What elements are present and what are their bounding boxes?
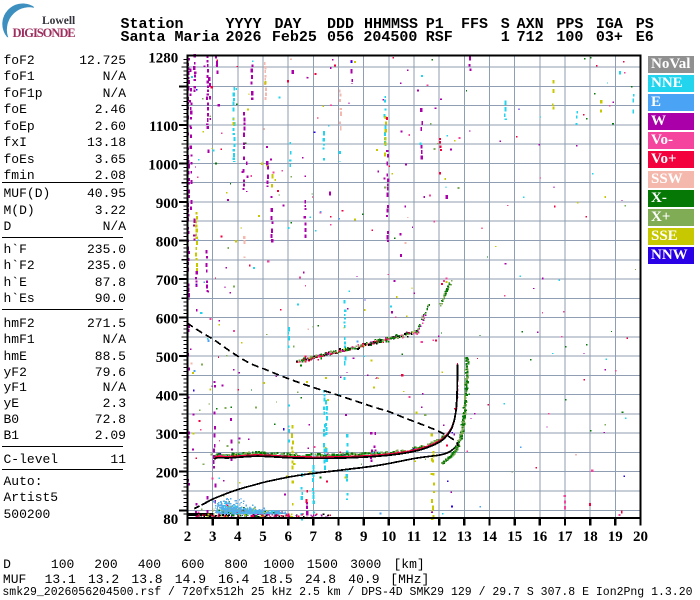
svg-text:5: 5	[259, 529, 267, 545]
svg-text:1100: 1100	[149, 119, 178, 135]
svg-text:500: 500	[156, 350, 179, 366]
svg-text:900: 900	[156, 196, 179, 212]
svg-text:18: 18	[583, 529, 598, 545]
svg-text:13: 13	[457, 529, 472, 545]
svg-text:19: 19	[608, 529, 623, 545]
svg-text:12: 12	[432, 529, 447, 545]
svg-text:17: 17	[558, 529, 574, 545]
svg-text:10: 10	[381, 529, 396, 545]
svg-text:14: 14	[482, 529, 498, 545]
svg-text:400: 400	[156, 389, 179, 405]
svg-text:2: 2	[184, 529, 192, 545]
svg-text:200: 200	[156, 466, 179, 482]
svg-text:80: 80	[163, 512, 178, 528]
svg-text:7: 7	[310, 529, 318, 545]
svg-text:300: 300	[156, 427, 179, 443]
svg-text:4: 4	[234, 529, 242, 545]
svg-text:8: 8	[335, 529, 343, 545]
svg-text:3: 3	[209, 529, 217, 545]
svg-text:15: 15	[507, 529, 522, 545]
svg-text:600: 600	[156, 312, 179, 328]
svg-text:16: 16	[532, 529, 548, 545]
svg-text:9: 9	[360, 529, 368, 545]
svg-text:6: 6	[284, 529, 292, 545]
svg-text:800: 800	[156, 234, 179, 250]
svg-text:20: 20	[633, 529, 648, 545]
svg-text:1000: 1000	[148, 157, 178, 173]
svg-text:1280: 1280	[148, 51, 178, 67]
svg-text:700: 700	[156, 273, 179, 289]
svg-text:11: 11	[407, 529, 421, 545]
